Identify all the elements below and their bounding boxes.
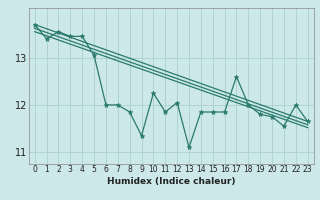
X-axis label: Humidex (Indice chaleur): Humidex (Indice chaleur) (107, 177, 236, 186)
